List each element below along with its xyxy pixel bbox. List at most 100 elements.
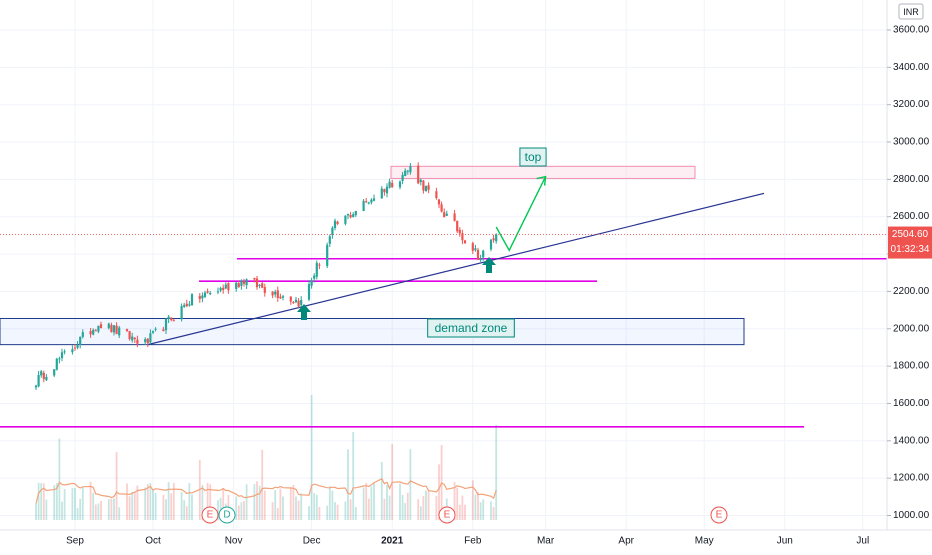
volume-bar	[136, 485, 139, 520]
volume-bar	[172, 483, 175, 520]
volume-bar	[79, 498, 82, 520]
candle	[385, 183, 389, 198]
volume-bar	[315, 494, 318, 520]
volume-bar	[152, 490, 154, 520]
candle-body	[237, 283, 240, 288]
candle	[281, 294, 285, 301]
earnings-marker-icon[interactable]	[201, 506, 219, 524]
time-tick-label: Dec	[303, 536, 321, 547]
candle-body	[463, 240, 467, 244]
volume-bar	[274, 490, 277, 520]
candle	[240, 279, 243, 290]
candle-body	[456, 220, 459, 232]
candle	[372, 194, 376, 202]
candle	[367, 201, 370, 205]
candle-body	[276, 290, 279, 298]
volume-bar	[92, 492, 95, 520]
candle	[53, 369, 56, 378]
candle	[110, 322, 113, 333]
candle	[34, 384, 38, 390]
dividend-marker-icon[interactable]	[218, 506, 236, 524]
candle-body	[406, 170, 409, 172]
volume-bar	[474, 494, 477, 520]
volume-bar	[295, 496, 297, 520]
candle-body	[383, 189, 386, 193]
volume-bar	[243, 501, 245, 520]
earnings-marker-icon[interactable]	[710, 506, 728, 524]
top-label: top	[525, 150, 542, 164]
candle	[271, 291, 274, 299]
volume-bar	[326, 505, 329, 520]
candle	[346, 213, 350, 220]
candle-body	[476, 249, 480, 260]
candle-body	[279, 296, 282, 299]
candle-body	[136, 339, 139, 344]
candle	[235, 281, 238, 292]
volume-bar	[167, 482, 170, 520]
candle-body	[118, 327, 121, 336]
candle	[492, 234, 495, 243]
candle-body	[190, 294, 194, 306]
projection-arrowhead	[536, 175, 547, 186]
time-tick-label: 2021	[381, 536, 404, 547]
volume-bar	[435, 496, 438, 520]
volume-bar	[162, 494, 165, 520]
candle	[276, 286, 279, 302]
candle-body	[372, 198, 376, 201]
currency-badge[interactable]	[898, 3, 924, 20]
candle	[115, 322, 118, 335]
candle-body	[437, 199, 441, 205]
volume-bar	[383, 498, 386, 520]
volume-bar	[404, 503, 407, 520]
candle	[206, 288, 209, 294]
candle	[463, 239, 467, 245]
candle-body	[133, 337, 136, 340]
candle-body	[261, 283, 264, 288]
price-tick-label: 3600.00	[893, 25, 930, 36]
candle-body	[333, 220, 337, 229]
volume-bar	[331, 490, 334, 520]
volume-bar	[482, 499, 485, 520]
candles	[34, 162, 498, 390]
candle-body	[188, 304, 191, 306]
candle-body	[151, 331, 155, 333]
candle	[154, 327, 157, 332]
earnings-marker-icon[interactable]	[438, 506, 456, 524]
candle	[107, 322, 110, 330]
countdown-value: 01:32:34	[891, 244, 930, 255]
candle-body	[107, 323, 110, 329]
volume-bar	[61, 501, 63, 520]
price-tick-label: 2000.00	[893, 323, 930, 334]
candle-body	[63, 351, 66, 353]
candle-body	[112, 325, 116, 333]
price-tick-label: 3400.00	[893, 62, 930, 73]
candle-body	[37, 374, 40, 387]
candle	[471, 241, 474, 254]
candle	[388, 178, 391, 189]
candle	[461, 229, 464, 245]
volume-bar	[256, 481, 258, 520]
candle-body	[331, 227, 334, 236]
volume-bar	[334, 502, 336, 520]
candle	[55, 357, 58, 371]
volume-bar	[165, 499, 167, 520]
candle-body	[281, 296, 285, 298]
time-tick-label: Jun	[777, 536, 793, 547]
volume-bar	[310, 395, 313, 520]
candle-body	[404, 170, 407, 177]
volume-bar	[128, 496, 131, 520]
volume-bar	[263, 490, 266, 520]
candle-body	[409, 166, 412, 173]
candle	[328, 234, 331, 247]
candle-body	[128, 331, 131, 340]
volume-bar	[261, 449, 264, 520]
candle-body	[172, 320, 175, 322]
candle-body	[209, 292, 212, 295]
candle-body	[154, 328, 157, 330]
price-tick-label: 1000.00	[893, 510, 930, 521]
volume-bar	[245, 484, 248, 520]
candle	[185, 299, 188, 308]
